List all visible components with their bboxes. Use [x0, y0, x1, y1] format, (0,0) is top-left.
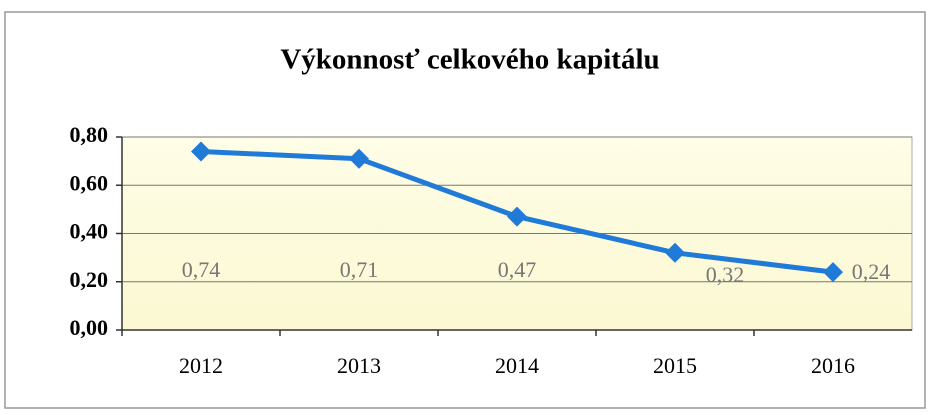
marker	[507, 206, 527, 227]
x-tick-label: 2013	[337, 353, 381, 378]
y-tick-label: 0,60	[70, 170, 109, 195]
x-tick-label: 2014	[495, 353, 539, 378]
x-tick-label: 2016	[811, 353, 855, 378]
data-label: 0,74	[182, 257, 221, 282]
y-tick-label: 0,00	[70, 315, 109, 340]
marker	[823, 262, 843, 283]
data-label: 0,32	[706, 262, 745, 287]
y-tick-label: 0,20	[70, 267, 109, 292]
x-tick-label: 2012	[179, 353, 223, 378]
marker	[349, 148, 369, 169]
data-label: 0,24	[852, 259, 891, 284]
data-label: 0,71	[340, 257, 379, 282]
data-label: 0,47	[498, 257, 537, 282]
marker	[665, 242, 685, 263]
marker	[191, 141, 211, 162]
chart-title: Výkonnosť celkového kapitálu	[280, 44, 659, 76]
x-tick-label: 2015	[653, 353, 697, 378]
y-tick-label: 0,40	[70, 219, 109, 244]
y-tick-label: 0,80	[70, 122, 109, 147]
